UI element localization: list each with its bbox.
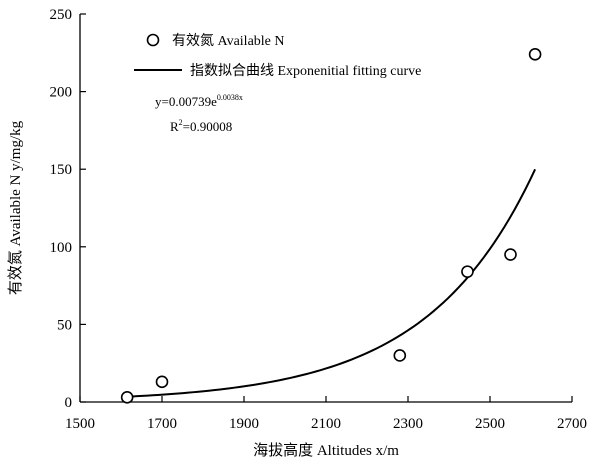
y-tick-label: 200 bbox=[50, 85, 73, 101]
data-point bbox=[504, 248, 517, 261]
fit-curve bbox=[127, 168, 537, 398]
legend-marker-available-n bbox=[146, 33, 160, 47]
legend-label-fit: 指数拟合曲线 Exponenitial fitting curve bbox=[190, 63, 421, 79]
x-tick-label: 1700 bbox=[147, 416, 177, 432]
r2-sup: 2 bbox=[179, 118, 183, 127]
y-tick-label: 100 bbox=[50, 240, 73, 256]
r2-prefix: R bbox=[170, 119, 179, 134]
y-axis-label: 有效氮 Available N y/mg/kg bbox=[7, 120, 24, 295]
y-tick-label: 150 bbox=[50, 162, 73, 178]
x-tick-label: 2300 bbox=[393, 416, 423, 432]
x-tick-label: 2100 bbox=[311, 416, 341, 432]
equation-annotation: y=0.00739e0.0038x R2=0.90008 bbox=[155, 93, 243, 134]
x-ticks: 1500 1700 1900 2100 2300 2500 2700 bbox=[65, 396, 587, 432]
y-tick-label: 50 bbox=[57, 317, 72, 333]
data-point bbox=[528, 48, 542, 61]
r2-value: =0.90008 bbox=[183, 119, 233, 134]
x-tick-label: 2700 bbox=[557, 416, 587, 432]
plot-area bbox=[120, 48, 542, 404]
r-squared-text: R2=0.90008 bbox=[170, 118, 232, 134]
y-tick-label: 0 bbox=[65, 395, 73, 411]
data-point bbox=[393, 349, 407, 362]
x-tick-label: 1500 bbox=[65, 416, 95, 432]
x-axis-label: 海拔高度 Altitudes x/m bbox=[253, 442, 399, 459]
legend-label-available-n: 有效氮 Available N bbox=[172, 33, 285, 49]
equation-base: y=0.00739e bbox=[155, 94, 217, 109]
data-point bbox=[120, 391, 134, 404]
y-tick-label: 250 bbox=[50, 7, 73, 23]
y-ticks: 0 50 100 150 200 250 bbox=[50, 7, 86, 411]
x-tick-label: 2500 bbox=[475, 416, 505, 432]
data-point bbox=[155, 375, 169, 389]
data-point bbox=[461, 265, 474, 278]
x-tick-label: 1900 bbox=[229, 416, 259, 432]
legend: 有效氮 Available N 指数拟合曲线 Exponenitial fitt… bbox=[134, 33, 421, 79]
equation-text: y=0.00739e0.0038x bbox=[155, 93, 243, 109]
equation-exponent: 0.0038x bbox=[217, 93, 243, 102]
